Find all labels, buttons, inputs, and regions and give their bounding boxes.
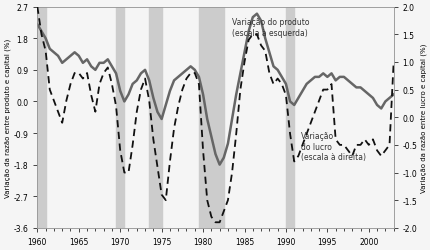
Y-axis label: Variação da razão entre lucro e capital (%): Variação da razão entre lucro e capital … bbox=[419, 44, 426, 192]
Bar bbox=[149, 8, 161, 228]
Bar bbox=[116, 8, 124, 228]
Bar bbox=[199, 8, 223, 228]
Text: Variação
do lucro
(escala à direita): Variação do lucro (escala à direita) bbox=[300, 132, 365, 162]
Bar bbox=[37, 8, 46, 228]
Y-axis label: Variação da razão entre produto e capital (%): Variação da razão entre produto e capita… bbox=[4, 38, 11, 197]
Bar bbox=[285, 8, 294, 228]
Text: Variação do produto
(escala à esquerda): Variação do produto (escala à esquerda) bbox=[231, 18, 309, 37]
